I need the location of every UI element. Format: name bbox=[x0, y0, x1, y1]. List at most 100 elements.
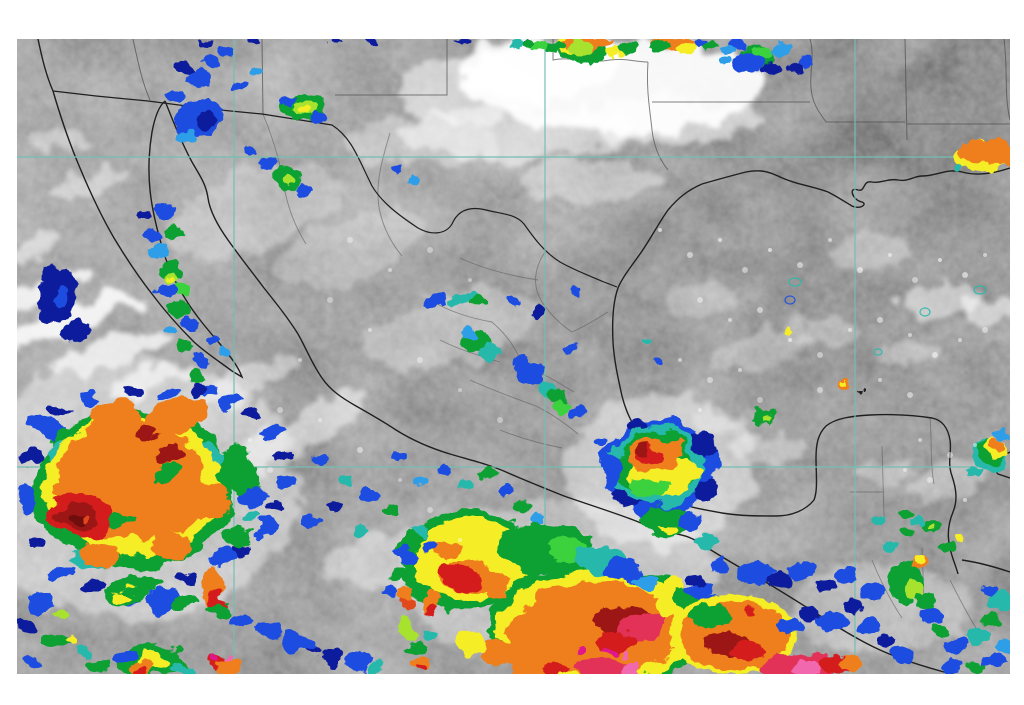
precip-cell bbox=[659, 520, 679, 532]
precip-cell bbox=[621, 663, 641, 674]
precip-cell bbox=[601, 457, 621, 485]
precip-cell bbox=[981, 614, 1001, 628]
precip-cell bbox=[677, 43, 695, 53]
precip-cell bbox=[916, 593, 936, 609]
precip-cell bbox=[81, 544, 121, 568]
precip-cell bbox=[223, 447, 259, 495]
precip-cell bbox=[533, 40, 549, 50]
precip-cell bbox=[567, 407, 585, 419]
precip-cell bbox=[365, 39, 377, 44]
outlined-cell bbox=[919, 307, 931, 317]
cloud-speckle bbox=[938, 258, 942, 262]
cloud-speckle bbox=[357, 447, 363, 453]
precip-cell bbox=[220, 349, 232, 357]
cloud-speckle bbox=[458, 538, 462, 542]
precip-cell bbox=[570, 287, 582, 295]
precip-cell bbox=[244, 146, 258, 156]
precip-cell bbox=[133, 667, 149, 674]
cloud-speckle bbox=[903, 468, 907, 472]
precip-cell bbox=[898, 508, 914, 518]
precip-cell bbox=[177, 130, 195, 142]
precip-cell bbox=[981, 585, 997, 597]
precip-cell bbox=[419, 539, 439, 553]
precip-cell bbox=[62, 319, 90, 343]
precip-cell bbox=[690, 604, 730, 628]
cloud-speckle bbox=[908, 333, 912, 337]
cloud-speckle bbox=[918, 438, 922, 442]
cloud-speckle bbox=[857, 267, 863, 273]
cloud-patch bbox=[711, 328, 809, 372]
precip-cell bbox=[761, 417, 771, 423]
precip-cell bbox=[360, 490, 378, 502]
precip-cell bbox=[569, 41, 593, 55]
precip-cell bbox=[772, 43, 790, 55]
precip-cell bbox=[636, 447, 650, 457]
cloud-speckle bbox=[757, 307, 763, 313]
precip-cell bbox=[144, 231, 160, 241]
precip-cell bbox=[787, 562, 815, 580]
precip-cell bbox=[677, 461, 705, 481]
california-coastline bbox=[37, 39, 54, 92]
precip-cell bbox=[605, 647, 617, 655]
cloud-speckle bbox=[687, 252, 693, 258]
precip-cell bbox=[398, 587, 414, 599]
precip-cell bbox=[63, 637, 75, 645]
precip-cell bbox=[787, 62, 805, 74]
gulf-cloud-speckles bbox=[248, 228, 988, 542]
precip-cell bbox=[182, 316, 200, 330]
precip-cell bbox=[109, 590, 133, 602]
precip-cell bbox=[403, 639, 423, 653]
precip-cell bbox=[152, 462, 180, 480]
precip-cell bbox=[53, 285, 69, 307]
precip-cell bbox=[990, 440, 1004, 452]
precip-cell bbox=[857, 582, 885, 600]
cloud-speckle bbox=[697, 297, 703, 303]
precip-cell bbox=[855, 391, 861, 395]
cloud-speckle bbox=[958, 338, 962, 342]
cloud-speckle bbox=[398, 478, 402, 482]
precip-cell bbox=[203, 55, 219, 67]
precip-cell bbox=[578, 647, 588, 655]
cloud-speckle bbox=[932, 352, 938, 358]
us-mexico-border-rio-grande bbox=[52, 90, 618, 288]
precip-cell bbox=[155, 203, 177, 219]
precip-cell bbox=[383, 506, 399, 516]
baja-california-coastline bbox=[52, 90, 244, 379]
precip-cell bbox=[122, 388, 140, 400]
precip-cell bbox=[984, 653, 1008, 669]
precip-cell bbox=[109, 648, 133, 664]
precip-cell bbox=[861, 388, 865, 392]
precip-cell bbox=[964, 628, 988, 644]
precip-cell bbox=[386, 567, 406, 579]
precip-cell bbox=[367, 664, 385, 674]
precip-cell bbox=[458, 481, 474, 491]
cloud-patch bbox=[830, 235, 910, 265]
precip-cell bbox=[222, 527, 250, 545]
precip-cell bbox=[233, 81, 247, 91]
precip-cell bbox=[686, 574, 706, 588]
precip-cell bbox=[163, 325, 179, 337]
outlined-cell bbox=[873, 348, 883, 356]
precip-cell bbox=[328, 39, 342, 44]
precip-cell bbox=[498, 486, 514, 496]
precip-cell bbox=[573, 659, 629, 674]
precip-cell bbox=[695, 482, 719, 500]
northwest-monsoon-cells bbox=[37, 39, 534, 397]
precip-cell bbox=[137, 212, 149, 220]
precip-cell bbox=[151, 244, 171, 258]
precip-cell bbox=[53, 610, 69, 622]
precip-cell bbox=[912, 516, 926, 526]
outlined-cell-markers bbox=[784, 277, 987, 356]
cloud-patch bbox=[875, 338, 935, 362]
precip-cell bbox=[302, 515, 320, 527]
precip-cell bbox=[147, 396, 205, 436]
precip-cell bbox=[19, 447, 43, 465]
precip-cell bbox=[423, 631, 439, 641]
satellite-weather-image bbox=[17, 39, 1010, 674]
precip-cell bbox=[953, 164, 963, 172]
precip-cell bbox=[512, 500, 530, 512]
cloud-speckle bbox=[718, 238, 722, 242]
precip-cell bbox=[400, 614, 418, 638]
precip-cell bbox=[957, 141, 987, 163]
precip-cell bbox=[171, 663, 191, 674]
